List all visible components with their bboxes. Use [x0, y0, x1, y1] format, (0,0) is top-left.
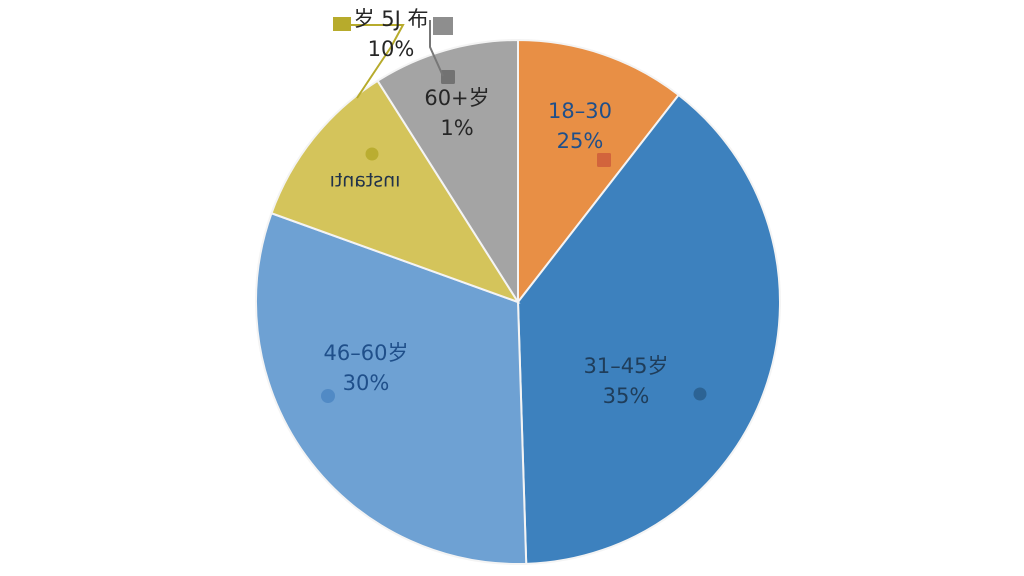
outside-label-marker-yellow	[333, 17, 351, 31]
decor-layer	[321, 17, 707, 403]
slice-label-gray-line-1: 60+岁	[424, 86, 489, 110]
slice-label-18_30-line-2: 25%	[557, 129, 604, 153]
outside-label-line-1: 岁 5J 布	[354, 7, 429, 31]
slice-marker-18_30	[597, 153, 611, 167]
slice-label-18_30-line-1: 18–30	[548, 99, 612, 123]
pie-slice-yellow	[270, 79, 521, 304]
slice-layer	[255, 38, 781, 565]
slice-label-gray-line-2: 1%	[440, 116, 473, 140]
slice-marker-yellow	[365, 147, 379, 161]
slice-label-yellow: ıʇuɐʇsuı	[330, 171, 401, 193]
slice-label-18_30: 18–30 25%	[548, 99, 612, 153]
slice-label-31_45: 31–45岁 35%	[584, 354, 669, 408]
pie-slice-gray	[376, 38, 519, 306]
outside-label-line-2: 10%	[368, 37, 415, 61]
slice-label-46_60-line-2: 30%	[343, 371, 390, 395]
slice-label-46_60-line-1: 46–60岁	[324, 341, 409, 365]
label-layer: 18–30 25% 31–45岁 35% 46–60岁 30% ıʇuɐʇsuı 60+岁 1%…	[324, 7, 669, 408]
slice-label-46_60: 46–60岁 30%	[324, 341, 409, 395]
slice-label-gray: 60+岁 1%	[424, 86, 489, 140]
outside-label-leader-yellow	[346, 24, 405, 99]
slice-label-31_45-line-2: 35%	[603, 384, 650, 408]
pie-slice-31_45	[516, 93, 781, 565]
pie-slice-18_30	[517, 38, 680, 305]
slice-marker-46_60	[321, 389, 335, 403]
slice-label-yellow-line-1: ıʇuɐʇsuı	[330, 171, 401, 193]
slice-marker-31_45	[693, 387, 707, 401]
outside-label-leader-gray	[429, 20, 444, 77]
slice-label-31_45-line-1: 31–45岁	[584, 354, 669, 378]
slice-marker-gray	[441, 70, 455, 84]
outside-label: 岁 5J 布 10%	[354, 7, 429, 61]
pie-slice-46_60	[255, 211, 528, 565]
outside-label-marker-gray	[433, 17, 453, 35]
